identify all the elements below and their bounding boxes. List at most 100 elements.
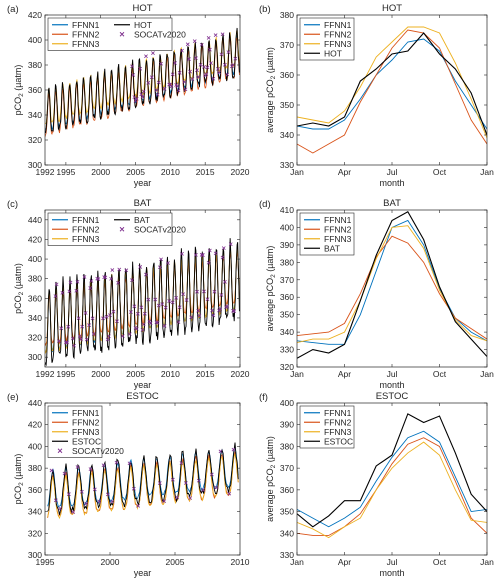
series-line-hot	[45, 27, 240, 134]
marker-point	[182, 80, 187, 84]
y-tick-label: 380	[28, 463, 42, 473]
x-tick-label: 1995	[36, 557, 55, 567]
marker-point	[58, 506, 63, 511]
legend-entry: FFNN1	[304, 20, 352, 30]
marker-point	[155, 320, 160, 325]
marker-point	[207, 248, 212, 253]
marker-point	[192, 39, 197, 44]
series-line-ffnn2	[297, 437, 487, 536]
y-tick-label: 400	[28, 254, 42, 264]
x-tick-label: 1992	[36, 167, 55, 177]
y-tick-label: 300	[28, 160, 42, 170]
marker-point	[116, 280, 121, 285]
marker-point	[91, 332, 96, 336]
x-tick-label: 2010	[161, 369, 180, 379]
legend-label: HOT	[324, 48, 342, 58]
panel-label: (c)	[7, 199, 18, 210]
marker-point	[96, 277, 101, 281]
series-line-estoc	[47, 442, 239, 515]
marker-point	[90, 316, 95, 321]
x-tick-label: Apr	[338, 369, 351, 379]
marker-point	[66, 324, 71, 329]
legend-entry: FFNN3	[304, 234, 352, 244]
marker-point	[196, 478, 201, 483]
legend-entry: SOCATv2020	[57, 446, 124, 456]
marker-point	[209, 61, 213, 65]
marker-point	[162, 86, 167, 91]
x-axis-label: year	[134, 380, 152, 390]
marker-point	[212, 289, 217, 294]
chart-title: BAT	[383, 198, 401, 209]
marker-point	[217, 308, 221, 313]
legend-box	[47, 212, 173, 246]
marker-point	[130, 64, 134, 69]
y-tick-label: 350	[280, 100, 294, 110]
legend-label: FFNN3	[72, 427, 100, 437]
marker-point	[71, 510, 76, 514]
legend-entry: FFNN3	[52, 427, 100, 437]
y-axis-label: pCO2 (µatm)	[13, 263, 25, 314]
plot-marks	[45, 27, 240, 138]
series-line-ffnn3	[47, 453, 239, 520]
x-tick-label: Jul	[387, 557, 398, 567]
y-axis-label: average pCO2 (µatm)	[265, 246, 277, 332]
marker-point	[198, 62, 203, 67]
marker-point	[159, 61, 163, 66]
legend-label: FFNN3	[72, 234, 100, 244]
marker-point	[151, 51, 155, 55]
chart-title: HOT	[132, 3, 152, 14]
panel-label: (e)	[7, 392, 19, 403]
y-tick-label: 350	[280, 310, 294, 320]
x-axis-label: month	[379, 568, 404, 578]
marker-point	[72, 343, 76, 348]
y-tick-label: 300	[28, 550, 42, 560]
marker-point	[175, 495, 180, 500]
marker-point	[231, 62, 235, 67]
marker-point	[153, 297, 158, 302]
legend-entry: BAT	[114, 215, 150, 225]
marker-point	[170, 300, 175, 305]
legend-label: ESTOC	[324, 436, 353, 446]
marker-point	[185, 42, 190, 47]
plot-marks	[297, 413, 487, 539]
plot-marks	[45, 238, 240, 367]
marker-point	[115, 319, 119, 324]
legend-entry: SOCATv2020	[119, 224, 186, 234]
y-tick-label: 390	[280, 240, 294, 250]
legend-label: FFNN1	[324, 20, 352, 30]
marker-point	[156, 303, 161, 308]
legend-entry: FFNN1	[52, 20, 100, 30]
legend-entry: FFNN2	[304, 417, 352, 427]
y-tick-label: 340	[280, 528, 294, 538]
marker-point	[134, 327, 139, 331]
legend-entry: FFNN1	[304, 408, 352, 418]
marker-point	[141, 322, 146, 327]
y-tick-label: 400	[28, 35, 42, 45]
marker-point	[129, 310, 133, 314]
legend-label: HOT	[134, 20, 152, 30]
marker-point	[130, 278, 134, 283]
legend-label: ESTOC	[72, 436, 101, 446]
y-tick-label: 420	[28, 420, 42, 430]
marker-point	[138, 265, 143, 269]
legend-entry: HOT	[304, 48, 342, 58]
marker-point	[142, 311, 147, 316]
marker-point	[109, 276, 114, 281]
marker-point	[168, 82, 173, 87]
marker-point	[70, 336, 75, 341]
x-tick-label: 2020	[231, 369, 250, 379]
marker-point	[219, 293, 224, 297]
marker-point	[213, 33, 218, 38]
legend-entry: FFNN1	[52, 215, 100, 225]
legend-label: FFNN3	[324, 234, 352, 244]
marker-point	[233, 56, 238, 61]
y-tick-label: 360	[28, 485, 42, 495]
y-tick-label: 380	[28, 60, 42, 70]
marker-point	[62, 471, 67, 476]
marker-point	[134, 96, 139, 101]
marker-point	[232, 309, 237, 314]
panel-label: (a)	[7, 4, 19, 15]
